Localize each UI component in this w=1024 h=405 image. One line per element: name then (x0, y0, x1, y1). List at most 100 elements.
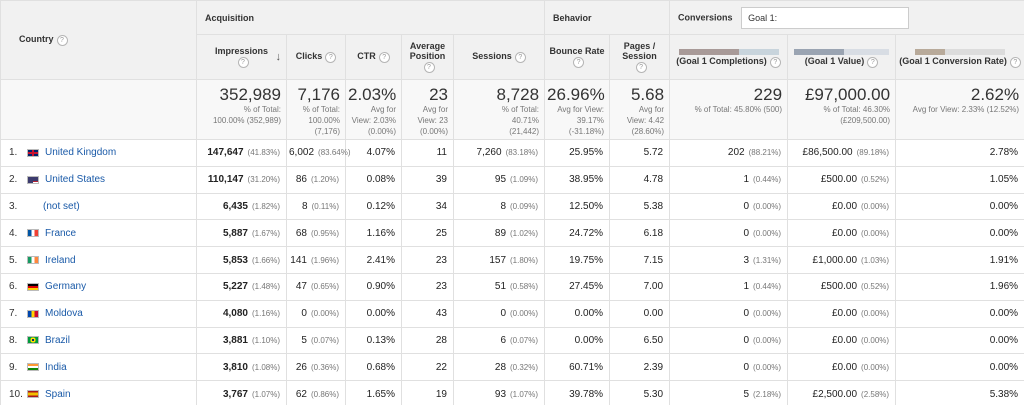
clicks-value: 8 (302, 200, 308, 212)
help-icon[interactable]: ? (237, 56, 249, 68)
sessions-cell: 7,260 (83.18%) (452, 139, 546, 167)
goal-value-value: £0.00 (832, 227, 858, 239)
sessions-header-label: Sessions (472, 51, 512, 62)
clicks-value: 47 (295, 281, 307, 293)
pages-session-value: 5.72 (643, 147, 664, 159)
sessions-cell: 157 (1.80%) (452, 246, 546, 274)
avg-position-column-header[interactable]: Average Position? (401, 34, 454, 80)
country-link[interactable]: Ireland (45, 254, 76, 266)
goal-completions-percent: (0.00%) (753, 201, 782, 211)
goal-conv-rate-value: 1.91% (989, 254, 1019, 266)
avg-position-value: 43 (435, 308, 447, 320)
sort-descending-icon[interactable]: ↓ (275, 51, 282, 63)
behavior-group-header: Behavior (544, 0, 671, 35)
help-icon[interactable]: ? (325, 51, 337, 63)
country-cell: 5. Ireland (0, 246, 197, 274)
clicks-percent: (0.65%) (310, 282, 339, 292)
bounce-rate-value: 39.78% (569, 388, 604, 400)
goal-completions-cell: 1 (0.44%) (669, 272, 789, 301)
goal-completions-percent: (1.31%) (753, 255, 782, 265)
help-icon[interactable]: ? (1009, 56, 1021, 68)
sessions-percent: (0.58%) (510, 282, 539, 292)
help-icon[interactable]: ? (769, 56, 781, 68)
bounce-rate-cell: 60.71% (544, 353, 611, 382)
impressions-value: 3,767 (222, 388, 248, 400)
redacted-goal-name-bar (898, 46, 1022, 56)
avg-position-cell: 39 (401, 165, 454, 194)
clicks-percent: (0.07%) (310, 335, 339, 345)
ctr-value: 0.00% (366, 308, 395, 320)
country-link[interactable]: France (45, 227, 77, 239)
redacted-goal-name-bar (790, 46, 893, 56)
ctr-cell: 2.41% (345, 246, 402, 274)
ctr-value: 0.68% (366, 361, 395, 373)
goal-value-percent: (0.00%) (861, 201, 890, 211)
impressions-value: 3,881 (222, 334, 248, 346)
ctr-value: 4.07% (366, 147, 395, 159)
goal-completions-value: 0 (743, 200, 750, 212)
country-link[interactable]: Moldova (45, 308, 83, 320)
country-link[interactable]: United Kingdom (45, 147, 117, 159)
impressions-value: 5,853 (222, 254, 248, 266)
country-link[interactable]: (not set) (43, 200, 80, 212)
country-link[interactable]: Germany (45, 281, 87, 293)
help-icon[interactable]: ? (635, 61, 647, 73)
help-icon[interactable]: ? (514, 51, 526, 63)
help-icon[interactable]: ? (56, 34, 68, 46)
impressions-cell: 4,080 (1.16%) (196, 299, 287, 328)
pages-session-value: 0.00 (643, 308, 664, 320)
ctr-column-header[interactable]: CTR? (345, 34, 402, 80)
help-icon[interactable]: ? (378, 51, 390, 63)
totals-impressions: 352,989% of Total: 100.00% (352,989) (196, 79, 287, 140)
goal-completions-value: 0 (743, 361, 750, 373)
help-icon[interactable]: ? (573, 56, 585, 68)
clicks-percent: (0.11%) (311, 201, 339, 211)
impressions-column-header[interactable]: Impressions? ↓ (196, 34, 287, 80)
table-row: 10. Spain 3,767 (1.07%) 62 (0.86%) 1.65% 19 93 (1… (0, 380, 1024, 405)
goal-conv-rate-cell: 1.96% (895, 272, 1024, 301)
sessions-percent: (0.07%) (510, 335, 539, 345)
goal-completions-value: 1 (743, 281, 750, 293)
clicks-column-header[interactable]: Clicks? (286, 34, 346, 80)
pages-session-cell: 6.18 (609, 219, 671, 248)
goal-completions-cell: 202 (88.21%) (669, 139, 789, 167)
country-link[interactable]: India (45, 361, 67, 373)
pages-session-value: 4.78 (643, 174, 664, 186)
impressions-cell: 3,810 (1.08%) (196, 353, 287, 382)
impressions-value: 5,227 (222, 281, 248, 293)
country-link[interactable]: Spain (45, 388, 71, 400)
pages-session-cell: 5.30 (609, 380, 671, 405)
goal-value-value: £500.00 (820, 281, 858, 293)
impressions-cell: 6,435 (1.82%) (196, 192, 287, 221)
country-cell: 7. Moldova (0, 299, 197, 328)
table-row: 8. Brazil 3,881 (1.10%) 5 (0.07%) 0.13% 28 6 (0.0… (0, 326, 1024, 355)
country-column-header[interactable]: Country? (0, 0, 197, 80)
sessions-cell: 6 (0.07%) (452, 326, 546, 355)
pages-session-column-header[interactable]: Pages / Session? (609, 34, 671, 80)
sessions-column-header[interactable]: Sessions? (452, 34, 546, 80)
goal-value-column-header[interactable]: (Goal 1 Value)? (787, 34, 897, 80)
clicks-percent: (1.96%) (310, 255, 339, 265)
help-icon[interactable]: ? (867, 56, 879, 68)
totals-subtext: Avg for (422, 105, 448, 114)
sessions-value: 8 (500, 200, 507, 212)
bounce-rate-column-header[interactable]: Bounce Rate? (544, 34, 611, 80)
country-link[interactable]: United States (45, 174, 106, 186)
bounce-rate-value: 27.45% (569, 281, 604, 293)
country-header-label: Country (19, 34, 54, 45)
goal-select-dropdown[interactable]: Goal 1: (741, 6, 910, 29)
goal-completions-value: 1 (743, 174, 750, 186)
country-link[interactable]: Brazil (45, 334, 71, 346)
impressions-value: 6,435 (222, 200, 248, 212)
help-icon[interactable]: ? (423, 61, 435, 73)
goal-conv-rate-header-label: (Goal 1 Conversion Rate) (899, 56, 1007, 67)
avg-position-value: 19 (435, 388, 447, 400)
sessions-cell: 89 (1.02%) (452, 219, 546, 248)
ctr-cell: 0.90% (345, 272, 402, 301)
table-row: 1. United Kingdom 147,647 (41.83%) 6,002 (83.… (0, 139, 1024, 167)
acquisition-label: Acquisition (205, 12, 254, 23)
goal-completions-column-header[interactable]: (Goal 1 Completions)? (669, 34, 789, 80)
table-row: 3. (not set) 6,435 (1.82%) 8 (0.11%) 0.12% 34 8(… (0, 192, 1024, 221)
goal-conv-rate-column-header[interactable]: (Goal 1 Conversion Rate)? (895, 34, 1024, 80)
goal-value-cell: £86,500.00 (89.18%) (787, 139, 897, 167)
